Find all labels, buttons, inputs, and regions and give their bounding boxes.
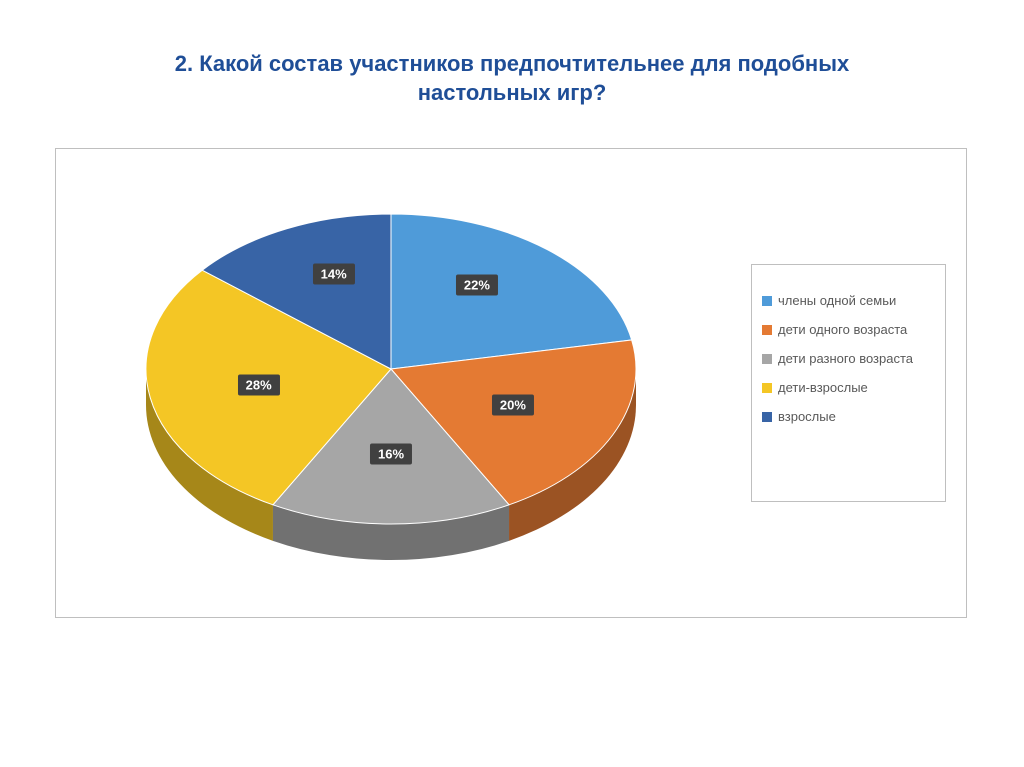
legend-label: члены одной семьи: [778, 293, 896, 308]
legend-label: взрослые: [778, 409, 836, 424]
legend-swatch: [762, 383, 772, 393]
legend-label: дети одного возраста: [778, 322, 907, 337]
legend-item: члены одной семьи: [762, 293, 935, 308]
data-label: 28%: [238, 374, 280, 395]
data-label: 16%: [370, 444, 412, 465]
legend: члены одной семьи дети одного возраста дет…: [751, 264, 946, 502]
chart-title: 2. Какой состав участников предпочтитель…: [152, 0, 872, 107]
chart-frame: 22% 20% 16% 28% 14% члены одной семьи дети од…: [55, 148, 967, 618]
legend-label: дети разного возраста: [778, 351, 913, 366]
legend-swatch: [762, 325, 772, 335]
legend-swatch: [762, 296, 772, 306]
legend-item: взрослые: [762, 409, 935, 424]
data-label: 14%: [313, 263, 355, 284]
legend-item: дети одного возраста: [762, 322, 935, 337]
data-label: 22%: [456, 275, 498, 296]
legend-label: дети-взрослые: [778, 380, 868, 395]
legend-item: дети разного возраста: [762, 351, 935, 366]
data-label: 20%: [492, 395, 534, 416]
legend-swatch: [762, 412, 772, 422]
legend-item: дети-взрослые: [762, 380, 935, 395]
page-root: { "title": { "text": "2. Какой состав уч…: [0, 0, 1024, 767]
legend-swatch: [762, 354, 772, 364]
